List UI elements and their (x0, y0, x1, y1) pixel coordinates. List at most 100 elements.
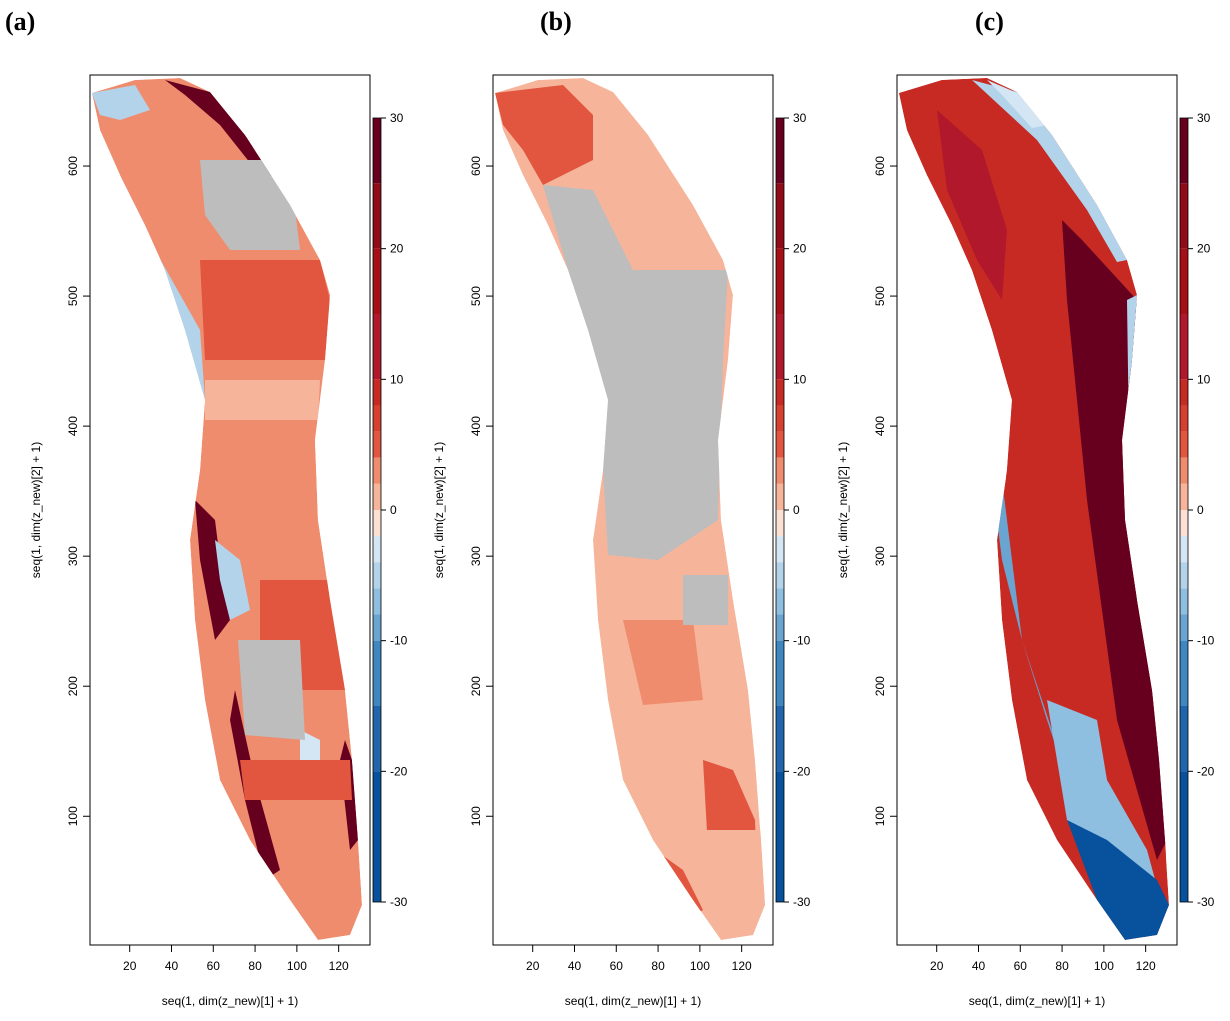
colorbar-swatch (776, 431, 784, 458)
colorbar-swatch (373, 248, 381, 314)
colorbar-swatch (776, 562, 784, 589)
colorbar-tick-label: 20 (793, 242, 807, 256)
x-axis-label: seq(1, dim(z_new)[1] + 1) (565, 994, 701, 1008)
colorbar-swatch (373, 562, 381, 589)
colorbar-swatch (1180, 706, 1188, 772)
x-tick-label: 40 (972, 959, 986, 973)
colorbar-swatch (1180, 118, 1188, 184)
x-tick-label: 20 (123, 959, 137, 973)
colorbar-swatch (373, 614, 381, 641)
x-axis-label: seq(1, dim(z_new)[1] + 1) (969, 994, 1105, 1008)
panel-label-a: (a) (5, 7, 35, 36)
heatmap-nodata (200, 160, 300, 250)
colorbar-b: 30 20 10 0 -10 -20 -30 (775, 111, 811, 909)
colorbar-swatch (776, 314, 784, 380)
heatmap-nodata (683, 575, 728, 625)
colorbar-swatch (776, 483, 784, 510)
x-tick-label: 20 (930, 959, 944, 973)
colorbar-swatch (373, 405, 381, 432)
x-tick-label: 60 (207, 959, 221, 973)
colorbar-swatch (1180, 562, 1188, 589)
colorbar-swatch (373, 706, 381, 772)
colorbar-tick-label: -30 (793, 895, 811, 909)
colorbar-swatch (373, 379, 381, 406)
y-tick-label: 200 (66, 676, 80, 696)
colorbar-tick-label: -20 (1197, 764, 1215, 778)
colorbar-swatch (373, 536, 381, 563)
colorbar-tick-label: -10 (390, 634, 408, 648)
x-tick-label: 120 (1136, 959, 1156, 973)
x-tick-label: 40 (568, 959, 582, 973)
y-tick-label: 200 (469, 676, 483, 696)
colorbar-tick-label: 0 (1197, 503, 1204, 517)
y-tick-label: 400 (873, 416, 887, 436)
colorbar-swatch (373, 771, 381, 902)
heatmap-cell (937, 110, 1007, 300)
colorbar-tick-label: 30 (1197, 111, 1211, 125)
heatmap-cell (165, 80, 275, 178)
colorbar-tick-label: 0 (793, 503, 800, 517)
panel-label-c: (c) (975, 7, 1004, 36)
colorbar-swatch (776, 588, 784, 615)
heatmap-cell (972, 80, 1127, 262)
y-tick-label: 600 (66, 156, 80, 176)
y-tick-label: 300 (873, 546, 887, 566)
x-tick-label: 40 (165, 959, 179, 973)
x-tick-label: 120 (732, 959, 752, 973)
colorbar-swatch (776, 248, 784, 314)
colorbar-swatch (1180, 314, 1188, 380)
colorbar-swatch (1180, 536, 1188, 563)
heatmap-b (495, 78, 765, 940)
x-tick-label: 80 (651, 959, 665, 973)
y-tick-label: 300 (469, 546, 483, 566)
colorbar-swatch (776, 379, 784, 406)
y-axis-label: seq(1, dim(z_new)[2] + 1) (29, 442, 43, 578)
heatmap-cell (1127, 295, 1147, 440)
colorbar-swatch (776, 771, 784, 902)
colorbar-tick-label: -30 (390, 895, 408, 909)
x-tick-label: 120 (329, 959, 349, 973)
colorbar-swatch (1180, 483, 1188, 510)
heatmap-cell (623, 620, 703, 705)
colorbar-swatch (776, 457, 784, 484)
colorbar-a: 30 20 10 0 -10 -20 -30 (372, 111, 408, 909)
colorbar-swatch (1180, 588, 1188, 615)
colorbar-tick-label: 20 (390, 242, 404, 256)
plot-frame (89, 74, 371, 946)
heatmap-c (899, 78, 1169, 940)
colorbar-swatch (1180, 248, 1188, 314)
plot-frame (492, 74, 774, 946)
colorbar-swatch (776, 536, 784, 563)
heatmap-cell (1062, 220, 1167, 860)
colorbar-swatch (373, 118, 381, 184)
colorbar-tick-label: 10 (793, 372, 807, 386)
y-tick-label: 300 (66, 546, 80, 566)
colorbar-swatch (776, 405, 784, 432)
colorbar-tick-label: 30 (793, 111, 807, 125)
colorbar-swatch (1180, 771, 1188, 902)
colorbar-swatch (1180, 510, 1188, 537)
colorbar-swatch (373, 483, 381, 510)
colorbar-tick-label: 30 (390, 111, 404, 125)
x-tick-label: 80 (1055, 959, 1069, 973)
x-tick-label: 60 (1014, 959, 1028, 973)
colorbar-swatch (373, 640, 381, 706)
heatmap-nodata (238, 640, 305, 740)
heatmap-cell (1067, 820, 1169, 940)
x-tick-label: 20 (526, 959, 540, 973)
colorbar-tick-label: -30 (1197, 895, 1215, 909)
colorbar-swatch (776, 706, 784, 772)
y-tick-label: 100 (873, 806, 887, 826)
x-tick-label: 60 (610, 959, 624, 973)
y-axis-label: seq(1, dim(z_new)[2] + 1) (836, 442, 850, 578)
y-tick-label: 400 (469, 416, 483, 436)
heatmap-cell (215, 540, 250, 620)
colorbar-swatch (373, 510, 381, 537)
colorbar-swatch (1180, 457, 1188, 484)
colorbar-tick-label: -20 (390, 764, 408, 778)
heatmap-cell (578, 80, 668, 180)
